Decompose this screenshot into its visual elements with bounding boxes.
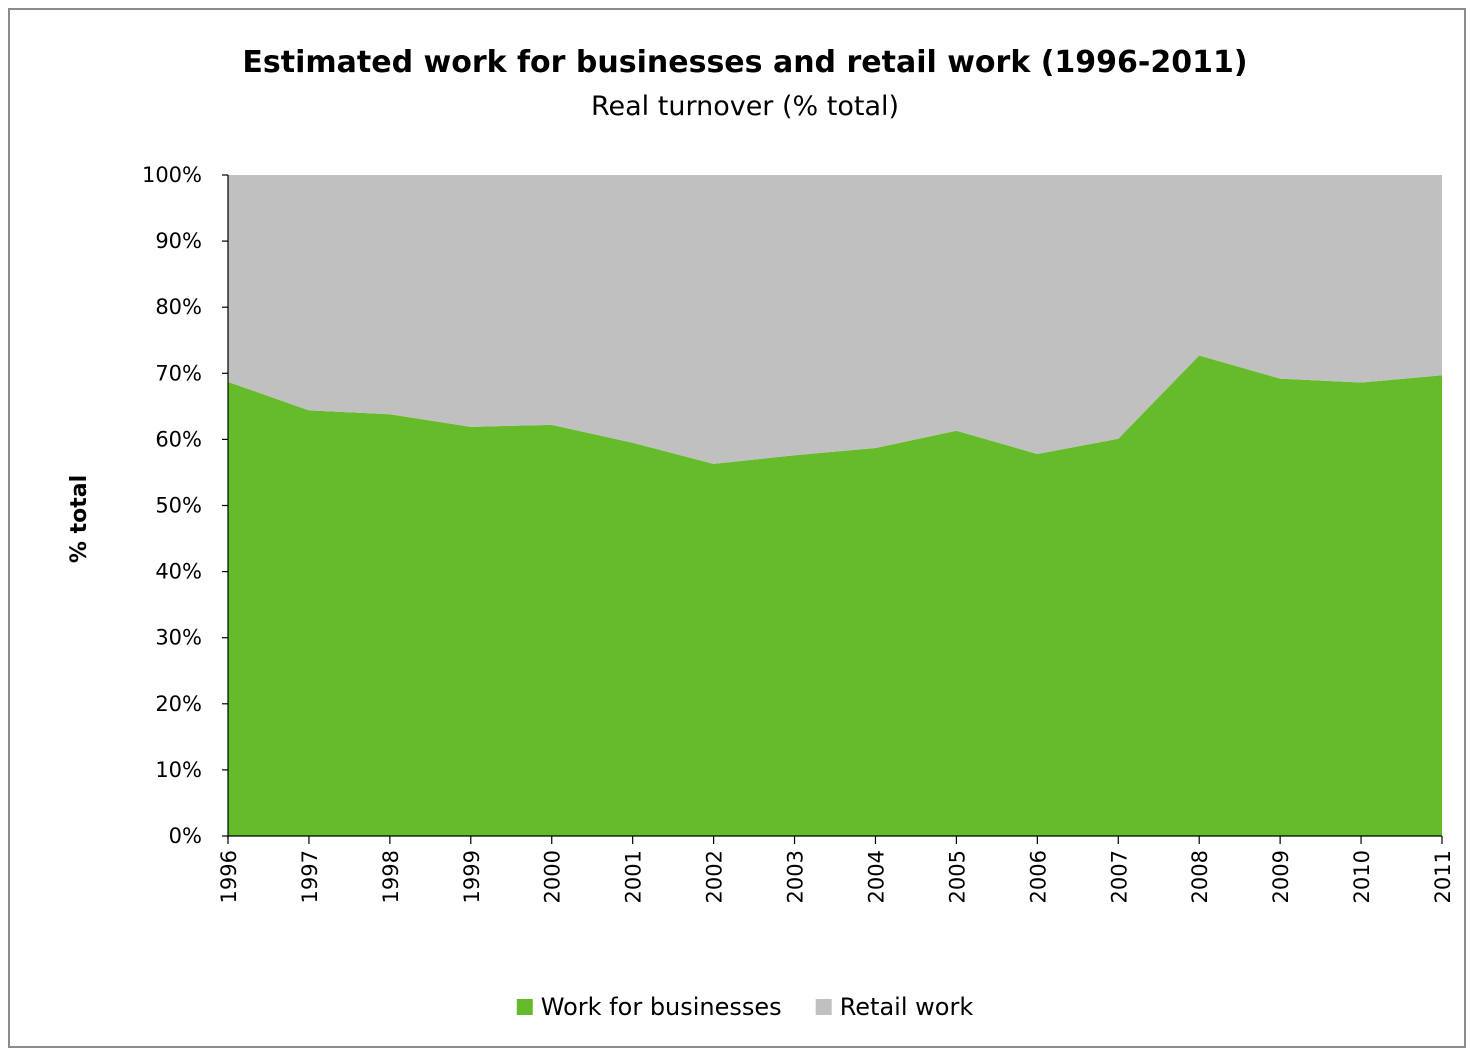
x-tick-label: 2000 (541, 850, 565, 903)
x-tick-label: 2009 (1269, 850, 1293, 903)
x-tick-label: 1997 (298, 850, 322, 903)
x-tick-label: 2001 (622, 850, 646, 903)
area-layer (228, 175, 1442, 836)
y-tick-label: 100% (142, 163, 202, 187)
y-tick-label: 80% (155, 295, 202, 319)
x-tick-label: 2008 (1188, 850, 1212, 903)
x-tick-label: 2007 (1107, 850, 1131, 903)
x-tick-label: 2003 (784, 850, 808, 903)
y-tick-label: 60% (155, 427, 202, 451)
x-tick-label: 2011 (1431, 850, 1455, 903)
legend-swatch-retail-work (815, 999, 832, 1015)
y-tick-label: 0% (169, 824, 202, 848)
chart-title: Estimated work for businesses and retail… (242, 45, 1247, 80)
x-tick-label: 2004 (864, 850, 888, 903)
y-tick-label: 10% (155, 758, 202, 782)
y-tick-label: 50% (155, 494, 202, 518)
area-series-work-for-businesses (228, 355, 1442, 836)
legend-label-retail-work: Retail work (840, 993, 974, 1021)
legend: Work for businesses Retail work (516, 993, 974, 1021)
y-tick-label: 90% (155, 229, 202, 253)
legend-label-work-for-businesses: Work for businesses (541, 993, 782, 1021)
chart-frame: Estimated work for businesses and retail… (8, 8, 1466, 1048)
x-tick-label: 2005 (945, 850, 969, 903)
x-tick-label: 2006 (1026, 850, 1050, 903)
axes-layer: 0% 10% 20% 30% 40% 50% 60% 70% 80% 90% 100% 1996 199… (142, 163, 1455, 903)
y-axis-label: % total (67, 475, 92, 563)
x-tick-label: 1996 (217, 850, 241, 903)
y-tick-label: 70% (155, 361, 202, 385)
area-series-retail-work (228, 175, 1442, 464)
y-tick-label: 40% (155, 560, 202, 584)
y-tick-label: 30% (155, 626, 202, 650)
legend-swatch-work-for-businesses (516, 999, 533, 1015)
chart-subtitle: Real turnover (% total) (591, 91, 899, 122)
x-tick-label: 1998 (379, 850, 403, 903)
chart-svg: Estimated work for businesses and retail… (67, 45, 1455, 1021)
x-tick-label: 2002 (703, 850, 727, 903)
x-tick-label: 1999 (460, 850, 484, 903)
y-tick-label: 20% (155, 692, 202, 716)
x-tick-label: 2010 (1350, 850, 1374, 903)
